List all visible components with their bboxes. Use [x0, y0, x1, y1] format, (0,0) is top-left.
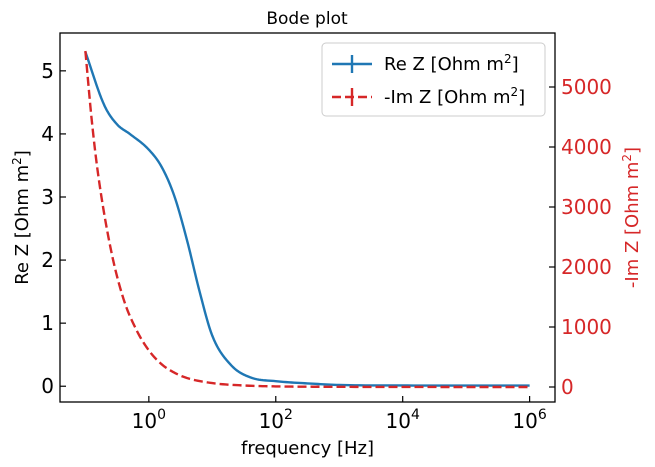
left-y-tick-label: 5 — [41, 59, 54, 83]
left-y-tick-label: 0 — [41, 374, 54, 398]
plot-frame — [59, 32, 556, 403]
right-y-tick-label: 5000 — [561, 75, 612, 99]
left-y-tick-label: 2 — [41, 248, 54, 272]
left-y-tick-label: 1 — [41, 311, 54, 335]
right-y-axis-label-end: ] — [622, 147, 643, 154]
x-tick-label: 100 — [132, 407, 166, 433]
x-tick-label: 102 — [259, 407, 293, 433]
x-tick-label-exp: 2 — [284, 407, 293, 423]
left-y-axis-label: Re Z [Ohm m2] — [10, 150, 33, 285]
x-tick-label: 104 — [386, 407, 420, 433]
x-axis-label: frequency [Hz] — [241, 438, 374, 459]
right-y-tick-label: 2000 — [561, 255, 612, 279]
series-line-im-z — [84, 50, 530, 389]
right-y-axis-label-text: -Im Z [Ohm m — [622, 162, 643, 289]
left-y-axis-label-end: ] — [12, 150, 33, 157]
chart-title: Bode plot — [266, 9, 348, 29]
right-y-tick-label: 0 — [561, 375, 574, 399]
left-y-axis-label-sup: 2 — [10, 157, 24, 165]
legend-label-text: Re Z [Ohm m — [384, 54, 504, 75]
x-tick-label-base: 10 — [132, 409, 157, 433]
legend-label-end: ] — [512, 54, 519, 75]
x-tick-label-exp: 6 — [538, 407, 547, 423]
left-y-axis-label-text: Re Z [Ohm m — [12, 165, 33, 285]
right-y-tick-label: 1000 — [561, 315, 612, 339]
x-tick-label: 106 — [512, 407, 546, 433]
x-tick-label-base: 10 — [386, 409, 411, 433]
right-y-tick-label: 4000 — [561, 135, 612, 159]
left-y-tick-label: 3 — [41, 185, 54, 209]
legend-label-sup: 2 — [504, 52, 512, 66]
left-y-tick-label: 4 — [41, 122, 54, 146]
x-tick-label-base: 10 — [512, 409, 537, 433]
legend-box — [321, 42, 546, 117]
legend-label-text: -Im Z [Ohm m — [384, 87, 511, 108]
plot-layer — [84, 50, 530, 389]
x-tick-label-exp: 0 — [157, 407, 166, 423]
x-tick-label-exp: 4 — [411, 407, 420, 423]
right-y-tick-label: 3000 — [561, 195, 612, 219]
legend-label-sup: 2 — [511, 85, 519, 99]
x-tick-label-base: 10 — [259, 409, 284, 433]
right-y-axis-label-sup: 2 — [620, 154, 634, 162]
right-y-axis-label: -Im Z [Ohm m2] — [620, 147, 643, 288]
legend-label-1: -Im Z [Ohm m2] — [384, 85, 525, 108]
legend: Re Z [Ohm m2]-Im Z [Ohm m2] — [321, 42, 546, 117]
legend-label-0: Re Z [Ohm m2] — [384, 52, 519, 75]
series-line-re-z — [84, 51, 530, 387]
legend-label-end: ] — [518, 87, 525, 108]
